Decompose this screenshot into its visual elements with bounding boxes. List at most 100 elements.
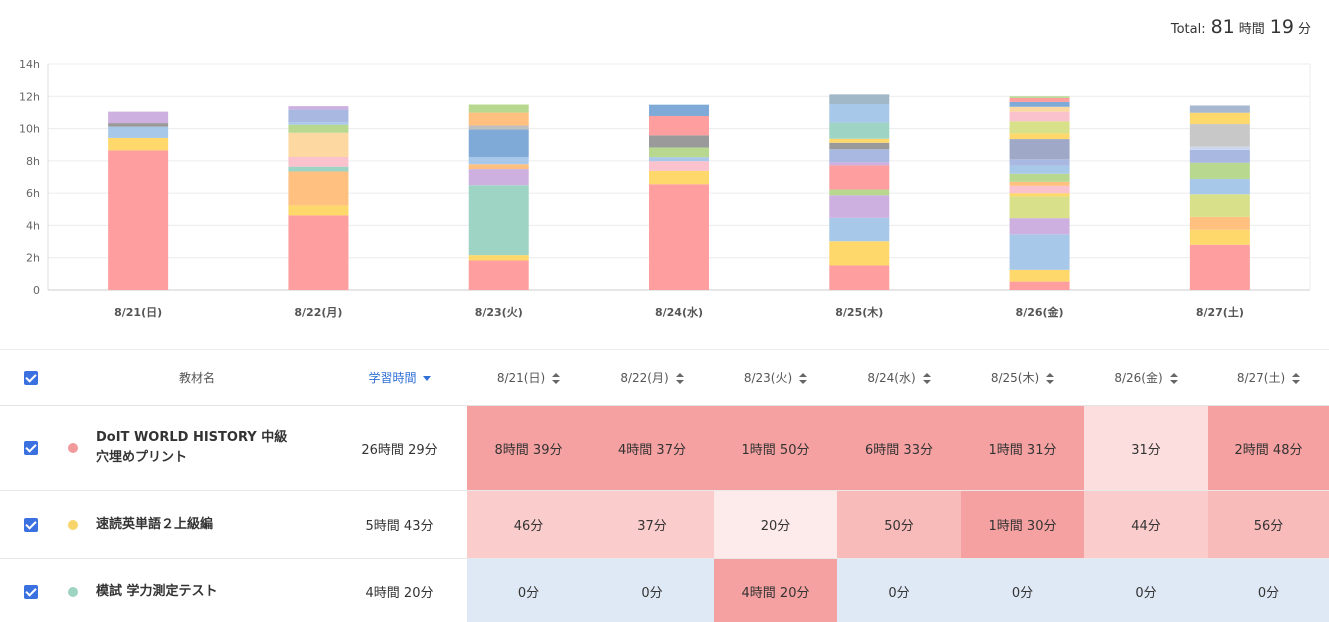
y-tick-label: 2h (26, 252, 40, 265)
row-checkbox[interactable] (24, 517, 38, 532)
row-select-cell (0, 558, 62, 622)
bar-segment (1009, 234, 1070, 270)
header-study-time-label: 学習時間 (368, 371, 417, 385)
y-tick-label: 0 (33, 284, 40, 297)
bar-segment (829, 142, 890, 150)
header-day-2[interactable]: 8/23(火) (714, 349, 837, 406)
material-name: DoIT WORLD HISTORY 中級 穴埋めプリント (96, 430, 288, 465)
bar-segment (1189, 216, 1250, 230)
material-total: 26時間 29分 (332, 405, 467, 491)
bar-segment (1009, 173, 1070, 182)
total-minutes-unit: 分 (1297, 22, 1311, 37)
header-study-time[interactable]: 学習時間 (332, 349, 467, 406)
bar-segment (288, 106, 349, 110)
bar-segment (468, 185, 529, 256)
bar-segment (649, 115, 709, 136)
x-tick-label: 8/25(木) (835, 305, 883, 319)
bar-segment (1009, 193, 1070, 197)
total-study-time: Total: 81 時間 19 分 (1171, 16, 1311, 38)
bar-segment (829, 195, 890, 218)
bar-segment (1009, 218, 1070, 235)
bar-segment (468, 112, 529, 126)
bar-segment (288, 122, 349, 125)
header-day-3[interactable]: 8/24(水) (837, 349, 961, 406)
x-tick-label: 8/24(水) (655, 305, 703, 319)
day-cell: 1時間 31分 (961, 405, 1084, 491)
bar-segment (468, 129, 529, 157)
bar-segment (1009, 159, 1070, 166)
bar-segment (649, 147, 709, 158)
header-day-5[interactable]: 8/26(金) (1084, 349, 1208, 406)
bar-segment (1189, 105, 1250, 113)
material-cell: DoIT WORLD HISTORY 中級 穴埋めプリント (62, 405, 332, 491)
x-tick-label: 8/23(火) (475, 306, 523, 319)
total-hours: 81 (1210, 16, 1235, 38)
bar-segment (468, 125, 529, 130)
bar-segment (1189, 149, 1250, 163)
header-day-label: 8/22(月) (620, 371, 669, 385)
material-cell: 模試 学力測定テスト (62, 558, 332, 622)
sort-icon (1169, 373, 1178, 384)
table-row: 速読英単語２上級編 5時間 43分 46分 37分 20分 50分 1時間 30… (0, 490, 1329, 559)
bar-segment (1189, 162, 1250, 179)
bar-segment (649, 104, 709, 116)
header-day-0[interactable]: 8/21(日) (467, 349, 590, 406)
y-tick-label: 4h (26, 219, 40, 232)
table-row: 模試 学力測定テスト 4時間 20分 0分 0分 4時間 20分 0分 0分 0… (0, 558, 1329, 622)
bar-segment (829, 162, 890, 166)
bar-segment (1009, 97, 1070, 102)
bar-segment (108, 150, 169, 290)
bar-segment (288, 205, 349, 216)
bar-segment (829, 265, 890, 290)
bar-segment (649, 161, 709, 171)
row-select-cell (0, 490, 62, 559)
day-cell: 4時間 20分 (714, 558, 837, 622)
select-all-checkbox[interactable] (24, 370, 38, 385)
header-day-label: 8/25(木) (990, 371, 1040, 385)
bar-segment (1009, 106, 1070, 112)
sort-icon (1292, 373, 1301, 384)
header-day-label: 8/26(金) (1114, 371, 1163, 385)
bar-segment (108, 111, 169, 124)
total-hours-unit: 時間 (1238, 22, 1265, 37)
day-cell: 2時間 48分 (1208, 405, 1329, 491)
bar-segment (829, 138, 890, 143)
material-color-dot (68, 519, 78, 530)
table-row: DoIT WORLD HISTORY 中級 穴埋めプリント 26時間 29分 8… (0, 405, 1329, 491)
bar-segment (1189, 194, 1250, 217)
day-cell: 20分 (714, 490, 837, 559)
bar-segment (829, 165, 890, 190)
bar-segment (288, 132, 349, 157)
header-day-1[interactable]: 8/22(月) (590, 349, 714, 406)
header-day-label: 8/27(土) (1236, 371, 1286, 385)
bar-segment (108, 123, 169, 127)
bar-segment (288, 166, 349, 172)
day-cell: 0分 (467, 558, 590, 622)
row-checkbox[interactable] (24, 441, 38, 455)
bar-segment (1009, 121, 1070, 134)
sort-desc-icon (422, 376, 431, 381)
bar-segment (649, 184, 709, 290)
day-cell: 0分 (1208, 558, 1329, 622)
bar-segment (649, 170, 709, 185)
bar-segment (468, 156, 529, 165)
material-total: 4時間 20分 (332, 558, 467, 622)
total-label: Total: (1170, 22, 1206, 37)
bar-segment (288, 124, 349, 133)
header-day-6[interactable]: 8/27(土) (1208, 349, 1329, 406)
day-cell: 1時間 50分 (714, 405, 837, 491)
bar-segment (108, 137, 169, 151)
day-cell: 56分 (1208, 490, 1329, 559)
bar-segment (1009, 281, 1070, 290)
day-cell: 6時間 33分 (837, 405, 961, 491)
x-tick-label: 8/26(金) (1016, 305, 1064, 319)
sort-icon (675, 373, 684, 384)
row-checkbox[interactable] (24, 584, 38, 599)
bar-segment (1009, 181, 1070, 186)
y-tick-label: 12h (19, 90, 40, 103)
day-cell: 0分 (1084, 558, 1208, 622)
bar-segment (288, 171, 349, 206)
bar-segment (1009, 101, 1070, 107)
header-day-4[interactable]: 8/25(木) (961, 349, 1084, 406)
bar-segment (829, 104, 890, 123)
